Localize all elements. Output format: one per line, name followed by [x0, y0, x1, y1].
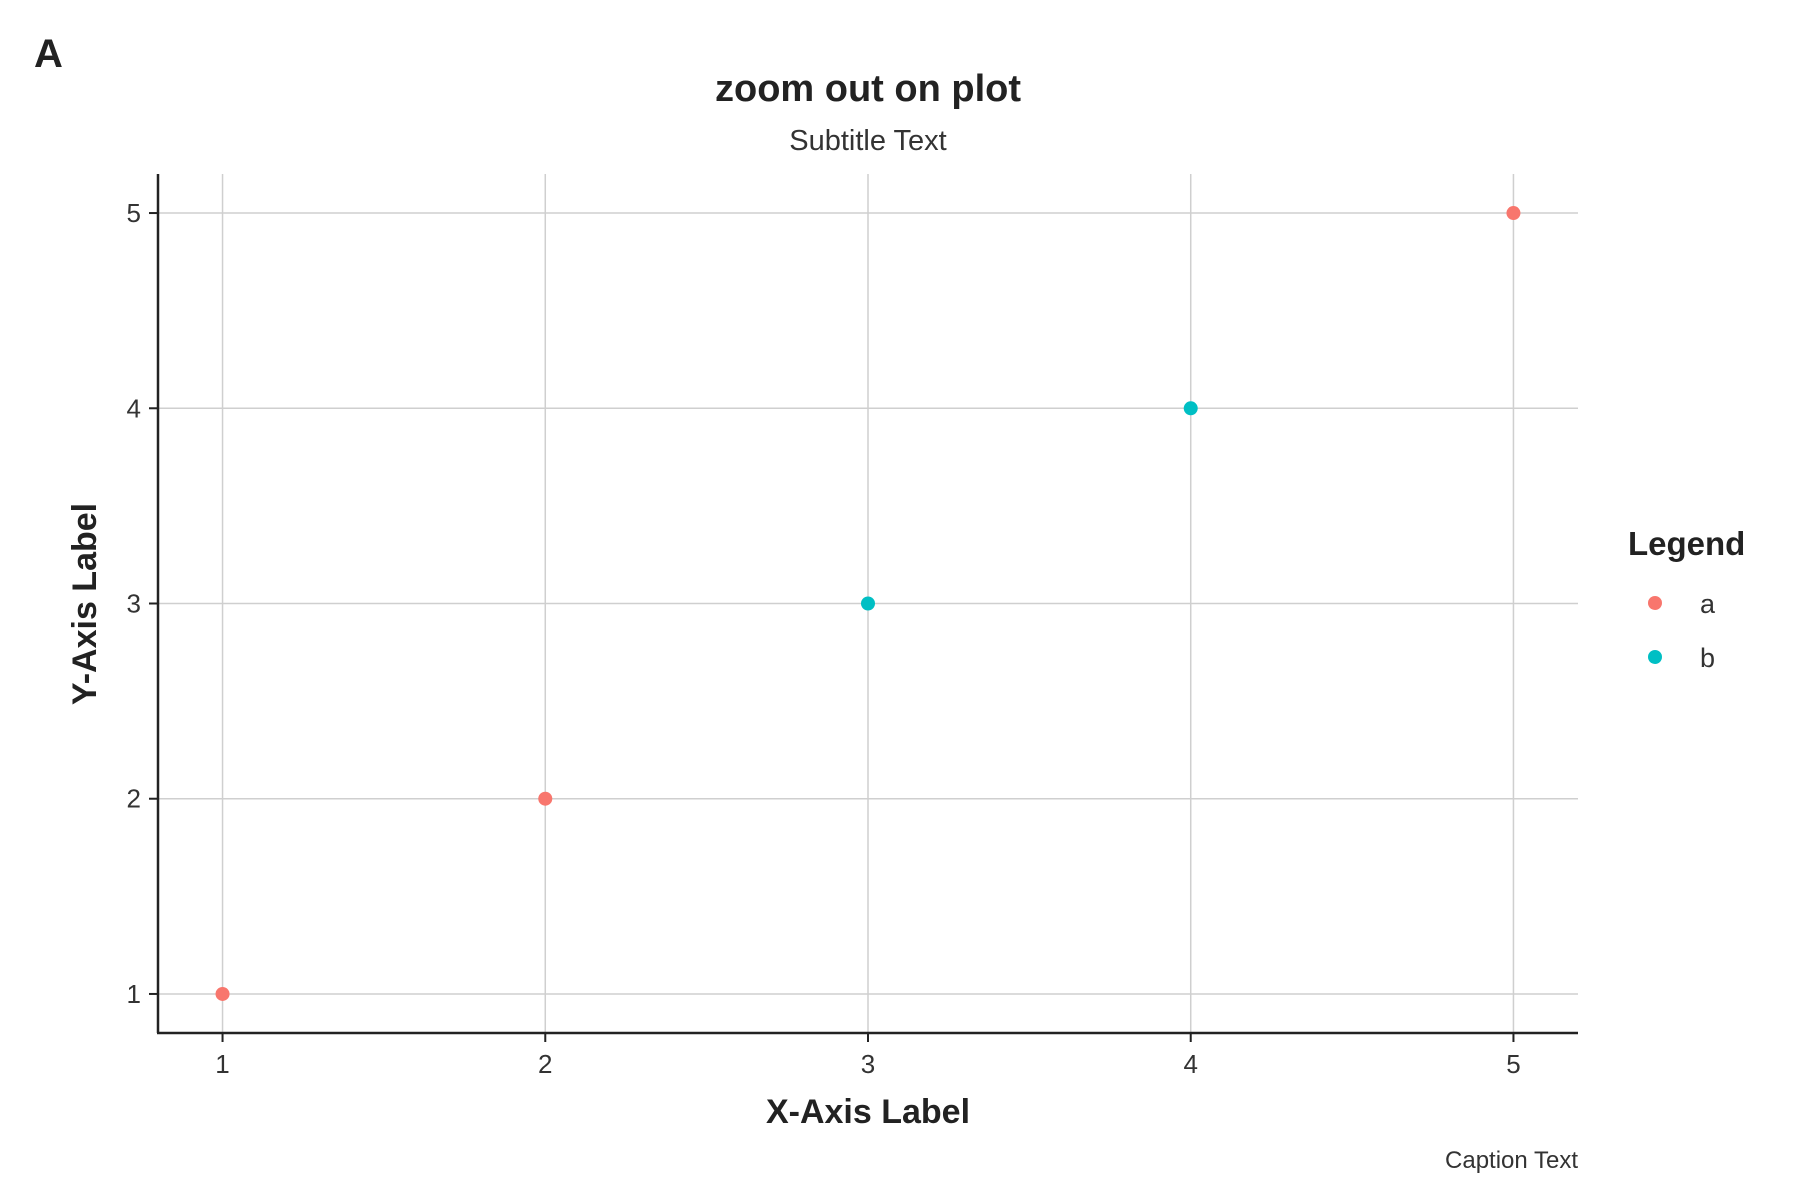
- data-points: [215, 206, 1521, 1001]
- data-point-b: [861, 596, 875, 611]
- data-point-a: [215, 986, 230, 1001]
- x-tick-label: 1: [215, 1049, 229, 1079]
- data-point-b: [1183, 401, 1198, 416]
- legend-key-a: [1648, 596, 1662, 610]
- x-tick-label: 3: [861, 1049, 875, 1079]
- y-tick-label: 5: [127, 198, 141, 228]
- y-axis-title: Y-Axis Label: [66, 503, 104, 705]
- gridlines: [158, 174, 1578, 1033]
- x-axis-title: X-Axis Label: [766, 1093, 970, 1131]
- y-tick-label: 1: [127, 979, 141, 1009]
- x-tick-label: 5: [1506, 1049, 1520, 1079]
- data-point-a: [538, 791, 553, 806]
- y-tick-label: 4: [127, 393, 141, 423]
- legend: Legend ab: [1628, 525, 1745, 673]
- chart-caption: Caption Text: [1445, 1147, 1578, 1174]
- y-axis-ticks: 1 2 3 4 5: [127, 198, 158, 1009]
- x-tick-label: 4: [1183, 1049, 1197, 1079]
- chart-title: zoom out on plot: [715, 68, 1021, 110]
- legend-key-b: [1648, 650, 1662, 664]
- x-axis-ticks: 1 2 3 4 5: [215, 1033, 1521, 1079]
- x-tick-label: 2: [538, 1049, 552, 1079]
- legend-title: Legend: [1628, 525, 1745, 562]
- y-tick-label: 3: [127, 589, 141, 619]
- legend-label-a: a: [1700, 589, 1716, 619]
- data-point-a: [1506, 206, 1521, 221]
- y-tick-label: 2: [127, 784, 141, 814]
- chart-subtitle: Subtitle Text: [789, 125, 946, 157]
- legend-label-b: b: [1700, 643, 1715, 673]
- panel-tag: A: [34, 32, 63, 76]
